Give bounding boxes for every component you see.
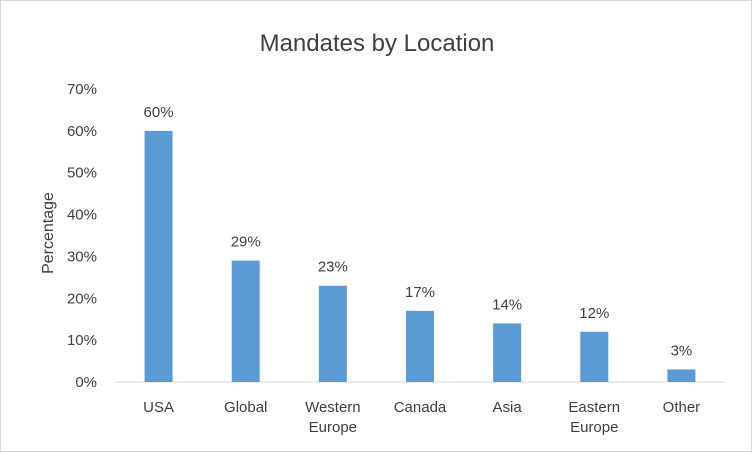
data-label: 14%	[492, 296, 522, 313]
bar	[580, 331, 609, 382]
y-tick-label: 40%	[67, 207, 97, 224]
data-labels: 60% 29% 23% 17% 14% 12% 3%	[144, 104, 693, 360]
data-label: 17%	[405, 284, 435, 301]
x-tick-label: Western Europe	[305, 399, 361, 436]
bar	[318, 285, 347, 382]
x-tick-label-line: Europe	[309, 419, 357, 436]
y-axis-label: Percentage	[40, 192, 57, 274]
x-tick-label-line: Asia	[493, 399, 523, 416]
x-tick-label: Canada	[394, 399, 447, 416]
x-tick-label-line: Europe	[570, 419, 618, 436]
bar	[667, 369, 696, 382]
y-tick-label: 20%	[67, 290, 97, 307]
x-tick-label: Global	[224, 399, 267, 416]
x-tick-label-line: Eastern	[568, 399, 620, 416]
data-label: 12%	[579, 305, 609, 322]
data-label: 3%	[671, 342, 693, 359]
bar	[493, 323, 522, 382]
bars	[144, 130, 696, 382]
x-tick-label: Asia	[493, 399, 523, 416]
data-label: 60%	[144, 104, 174, 121]
x-tick-label: Other	[663, 399, 701, 416]
x-tick-label-line: USA	[143, 399, 174, 416]
chart-title: Mandates by Location	[260, 30, 495, 57]
data-label: 23%	[318, 259, 348, 276]
y-tick-label: 10%	[67, 332, 97, 349]
x-tick-label-line: Western	[305, 399, 361, 416]
x-tick-label: Eastern Europe	[568, 399, 620, 436]
x-tick-label-line: Other	[663, 399, 701, 416]
y-axis-ticks: 0% 10% 20% 30% 40% 50% 60% 70%	[67, 81, 97, 391]
y-tick-label: 70%	[67, 81, 97, 98]
y-tick-label: 50%	[67, 165, 97, 182]
y-tick-label: 60%	[67, 123, 97, 140]
bar	[144, 130, 173, 382]
x-tick-label-line: Global	[224, 399, 267, 416]
y-tick-label: 30%	[67, 248, 97, 265]
data-label: 29%	[231, 234, 261, 251]
y-tick-label: 0%	[75, 374, 97, 391]
x-tick-label-line: Canada	[394, 399, 447, 416]
bar	[231, 260, 260, 382]
bar	[406, 310, 434, 382]
x-tick-label: USA	[143, 399, 174, 416]
